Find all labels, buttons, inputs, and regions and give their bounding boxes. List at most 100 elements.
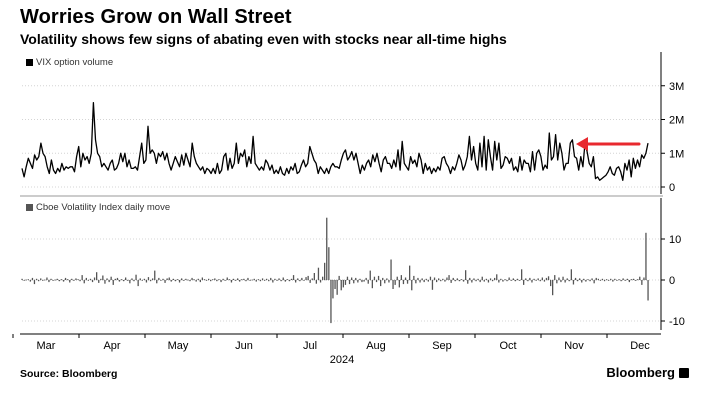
bar: [201, 277, 203, 280]
bar: [371, 280, 373, 289]
bar: [436, 280, 438, 283]
bar: [152, 278, 154, 280]
bar: [108, 280, 110, 283]
bar: [616, 280, 618, 281]
bar: [288, 280, 291, 282]
bar: [77, 279, 79, 280]
bar: [514, 280, 516, 282]
bar: [40, 278, 42, 280]
bar: [506, 280, 508, 282]
bar: [237, 278, 239, 280]
bar: [311, 278, 313, 280]
bar: [585, 280, 587, 282]
bar: [363, 280, 365, 282]
bar: [355, 277, 357, 280]
bar: [87, 280, 89, 281]
legend-label-vix-volume: VIX option volume: [36, 57, 114, 68]
bar: [645, 232, 647, 280]
bar: [176, 279, 179, 280]
bar: [537, 278, 539, 280]
bar: [193, 279, 195, 280]
bar: [583, 278, 585, 280]
bar: [518, 280, 521, 281]
bar: [230, 280, 233, 283]
bar: [626, 278, 628, 280]
arrow-head: [576, 137, 588, 151]
bar: [415, 280, 417, 284]
annotation-arrow: [576, 137, 641, 151]
bar: [185, 278, 187, 280]
bar: [504, 279, 506, 280]
bar: [620, 280, 622, 282]
bar: [106, 278, 108, 280]
brand-name: Bloomberg: [606, 365, 675, 380]
bar: [299, 280, 301, 282]
bar: [56, 278, 58, 280]
bar: [249, 280, 251, 281]
bar: [523, 280, 525, 285]
bar: [307, 275, 309, 280]
bar: [261, 278, 264, 280]
bar: [75, 278, 77, 280]
bar: [562, 276, 564, 280]
bar: [234, 280, 237, 281]
bar: [139, 278, 141, 280]
bar: [245, 280, 247, 282]
bar: [423, 280, 425, 283]
bar: [328, 247, 330, 280]
bar: [266, 278, 268, 280]
bar: [332, 280, 334, 299]
bar: [226, 277, 228, 280]
bar: [589, 280, 591, 282]
bar: [214, 278, 216, 280]
bar: [485, 278, 487, 280]
bar: [127, 280, 129, 281]
bar: [278, 278, 280, 280]
bar: [212, 279, 214, 280]
bar: [100, 278, 102, 280]
vix-daily-move-bars: [21, 217, 649, 324]
bar: [44, 279, 46, 281]
bar: [406, 280, 409, 284]
bar: [216, 280, 218, 282]
bar: [647, 280, 649, 301]
bar: [85, 277, 87, 280]
bar: [131, 278, 133, 280]
bar: [315, 280, 317, 284]
bar: [564, 280, 566, 283]
bar: [351, 277, 353, 280]
legend-swatch-line: [26, 59, 33, 66]
bar: [141, 280, 143, 281]
bar: [491, 280, 494, 282]
bar: [243, 278, 245, 280]
bar: [394, 280, 396, 285]
bar: [473, 278, 475, 280]
bar: [154, 270, 156, 280]
bar: [46, 277, 48, 280]
bar: [42, 280, 44, 281]
bar: [481, 276, 483, 280]
bar: [442, 278, 444, 280]
bar: [433, 277, 436, 280]
bar: [599, 280, 601, 281]
bar: [218, 279, 220, 280]
bar: [367, 280, 369, 284]
bar: [365, 277, 367, 280]
x-tick-label: Mar: [37, 340, 56, 352]
bar: [313, 273, 315, 280]
bar: [377, 275, 380, 280]
bar: [614, 278, 616, 280]
bar: [558, 277, 560, 280]
bar: [239, 280, 241, 282]
bar: [29, 280, 31, 282]
bar: [338, 275, 340, 280]
bar: [27, 279, 29, 280]
bar: [162, 278, 164, 280]
bar: [340, 280, 342, 291]
bar: [448, 275, 450, 280]
bar: [50, 278, 52, 280]
bar: [527, 280, 529, 282]
bar: [220, 280, 222, 283]
bar: [286, 279, 288, 280]
bar: [110, 276, 112, 280]
